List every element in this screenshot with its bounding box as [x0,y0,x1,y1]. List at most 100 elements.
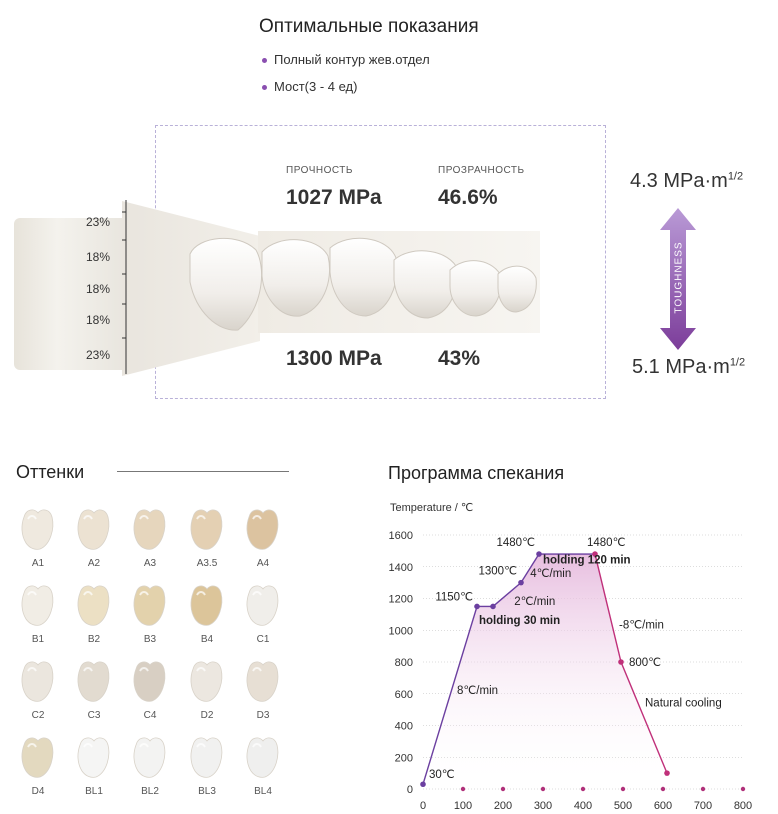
x-tick-label: 600 [654,800,672,810]
shade-tooth-d2: D2 [179,659,235,721]
toughness-bottom-value: 5.1 MPa·m [632,356,730,378]
shade-label: A4 [256,558,270,569]
toughness-label: TOUGHNESS [673,241,685,314]
tooth-icon [246,737,279,778]
data-point [474,603,480,610]
tooth-icon [190,661,223,702]
x-tick-label: 0 [420,800,426,810]
shade-tooth-bl3: BL3 [179,735,235,797]
series-line-segment [492,582,522,607]
tooth-icon [21,585,54,626]
y-axis-label: Temperature / ℃ [390,502,474,514]
series-line-segment [594,553,622,663]
toughness-bottom: 5.1 MPa·m1/2 [632,356,745,379]
data-point [592,551,598,557]
x-axis-dot [700,786,706,792]
page-title: Оптимальные показания [259,16,479,37]
tooth-icon [133,737,166,778]
tooth-icon [21,661,54,702]
tooth-icon [190,737,223,778]
data-point [536,551,542,557]
bullet-dot [262,85,267,91]
shade-label: B3 [143,634,157,645]
x-tick-label: 100 [454,800,472,810]
shade-tooth-c2: C2 [10,659,66,721]
toughness-top-value: 4.3 MPa·m [630,170,728,192]
toughness-bottom-exp: 1/2 [729,356,746,369]
tooth-icon [77,661,110,702]
shade-label: B2 [87,634,101,645]
tooth-icon [133,585,166,626]
shade-label: D2 [200,710,214,721]
tooth-icon [246,509,279,550]
toughness-top-exp: 1/2 [727,170,744,183]
toughness-label-wrap: TOUGHNESS [671,240,687,320]
layer-pct-5: 23% [86,348,111,362]
data-point [664,770,670,776]
x-tick-label: 700 [694,800,712,810]
shade-tooth-a4: A4 [235,507,291,569]
shade-tooth-c3: C3 [66,659,122,721]
shade-label: C3 [87,710,101,721]
translucency-label: ПРОЗРАЧНОСТЬ [438,165,525,176]
shade-tooth-bl1: BL1 [66,735,122,797]
indication-text: Полный контур жев.отдел [274,52,430,67]
tooth-icon [190,585,223,626]
sintering-chart: 0 200 400 600 800 1000 1200 1400 1600 0 100 200 300 4… [389,530,753,810]
annotation-cooling: Natural cooling [645,697,722,709]
indication-item-1: Полный контур жев.отдел [262,52,430,67]
layer-pct-1: 23% [86,215,111,229]
y-tick-label: 0 [407,784,413,796]
tooth-icon [133,509,166,550]
shade-tooth-a2: A2 [66,507,122,569]
y-tick-label: 1200 [389,594,413,606]
tooth-icon [21,737,54,778]
shade-tooth-c4: C4 [122,659,178,721]
tooth-icon [246,585,279,626]
indication-item-2: Мост(3 - 4 ед) [262,79,357,94]
shade-tooth-d4: D4 [10,735,66,797]
x-tick-label: 300 [534,800,552,810]
shade-label: B1 [31,634,45,645]
shade-tooth-b3: B3 [122,583,178,645]
shade-label: BL2 [141,786,159,797]
strength-label: ПРОЧНОСТЬ [286,165,353,176]
data-point [420,781,426,788]
indication-text: Мост(3 - 4 ед) [274,79,358,94]
shade-label: BL1 [85,786,103,797]
translucency-value-bottom: 43% [438,347,481,370]
tooth-icon [77,737,110,778]
layer-pct-2: 18% [86,250,111,264]
series-line-segment [422,606,478,785]
shades-divider [117,471,289,472]
x-axis-dot [740,786,746,792]
y-tick-label: 400 [395,721,413,733]
tooth-icon [133,661,166,702]
tooth-icon [246,661,279,702]
shade-tooth-bl4: BL4 [235,735,291,797]
shade-label: C2 [31,710,45,721]
y-tick-label: 1000 [389,625,413,637]
translucency-value-top: 46.6% [438,186,498,209]
strength-value-top: 1027 MPa [286,186,382,209]
tooth-icon [77,509,110,550]
annotation-cool-rate: -8℃/min [619,620,664,632]
layer-bracket [122,200,127,374]
point-label: 1300℃ [479,566,518,578]
shade-label: D3 [256,710,270,721]
y-tick-label: 200 [395,752,413,764]
shade-label: A3 [143,558,157,569]
shade-label: A3.5 [196,558,218,569]
zirconia-block [14,218,122,370]
layer-pct-4: 18% [86,313,111,327]
annotation-rate-2: 2℃/min [514,596,555,608]
shade-tooth-a3-5: A3.5 [179,507,235,569]
annotation-hold-2: holding 120 min [543,555,631,567]
annotation-heat-rate: 8℃/min [457,685,498,697]
tooth-icon [190,509,223,550]
area-fill [423,554,667,789]
series-line-segment [520,553,540,583]
shade-label: BL3 [198,786,216,797]
annotation-rate-3: 4℃/min [530,568,571,580]
shade-tooth-b1: B1 [10,583,66,645]
